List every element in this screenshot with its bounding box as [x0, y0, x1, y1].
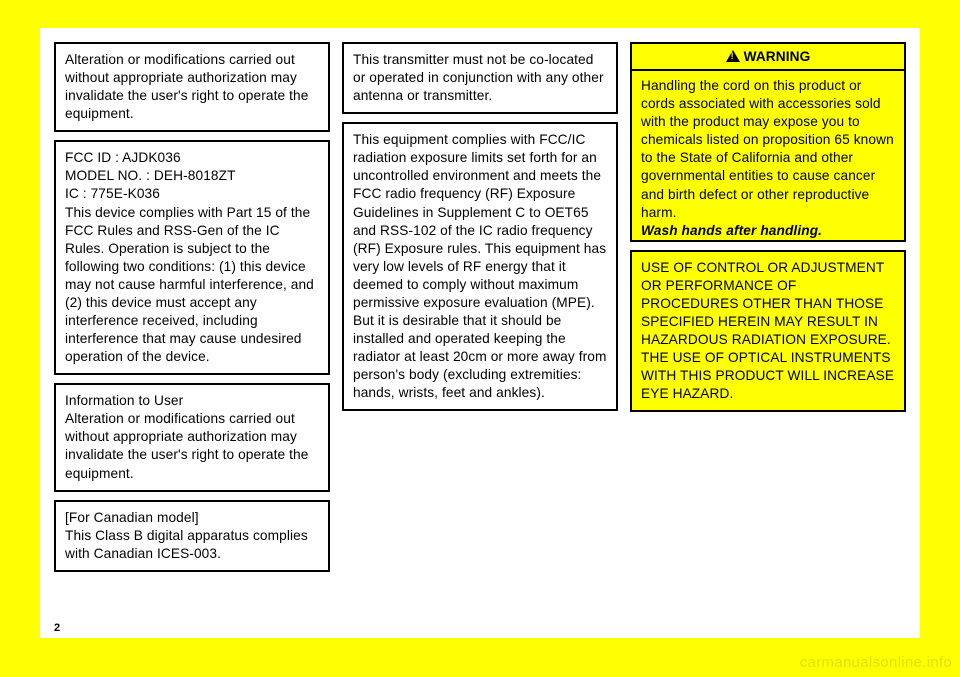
- warning-body: Handling the cord on this product or cor…: [632, 69, 904, 240]
- warning-emphasis: Wash hands after handling: [641, 223, 818, 238]
- columns: Alteration or modifications carried out …: [54, 42, 906, 612]
- column-1: Alteration or modifications carried out …: [54, 42, 330, 612]
- warning-label-text: WARNING: [744, 49, 811, 64]
- notice-information-user: Information to User Alteration or modifi…: [54, 383, 330, 491]
- manual-page: Alteration or modifications carried out …: [40, 28, 920, 638]
- notice-canadian-model: [For Canadian model] This Class B digita…: [54, 500, 330, 572]
- page-number: 2: [54, 622, 60, 634]
- watermark: carmanualsonline.info: [800, 654, 952, 671]
- warning-body-text: Handling the cord on this product or cor…: [641, 78, 894, 220]
- warning-title: WARNING: [632, 44, 904, 69]
- warning-triangle-icon: [726, 50, 740, 62]
- column-2: This transmitter must not be co-located …: [342, 42, 618, 612]
- notice-transmitter: This transmitter must not be co-located …: [342, 42, 618, 114]
- warning-box: WARNING Handling the cord on this produc…: [630, 42, 906, 242]
- column-3: WARNING Handling the cord on this produc…: [630, 42, 906, 612]
- caution-box: USE OF CONTROL OR ADJUST­MENT OR PERFORM…: [630, 250, 906, 413]
- notice-rf-exposure: This equipment complies with FCC/IC radi…: [342, 122, 618, 411]
- notice-fcc-id: FCC ID : AJDK036 MODEL NO. : DEH-8018ZT …: [54, 140, 330, 375]
- notice-alteration-1: Alteration or modifications carried out …: [54, 42, 330, 132]
